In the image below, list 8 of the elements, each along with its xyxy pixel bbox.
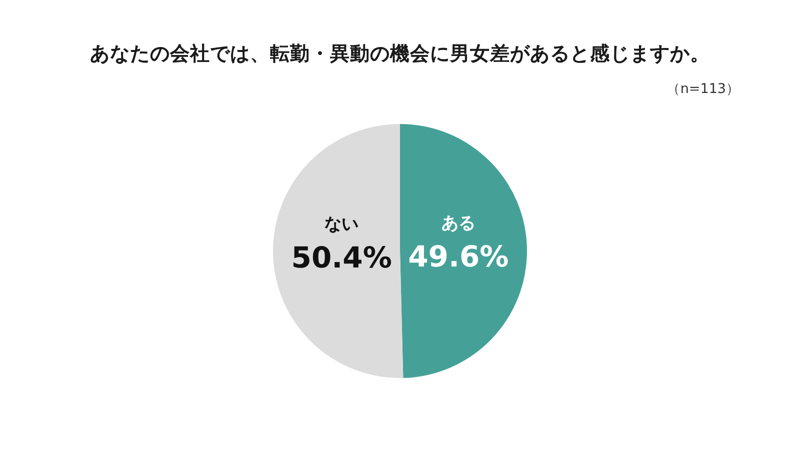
slice-label: ある (441, 213, 476, 234)
data-label: 50.4% (291, 240, 392, 275)
chart-title: あなたの会社では、転勤・異動の機会に男女差があると感じますか。 (90, 42, 710, 65)
data-label: 49.6% (408, 239, 509, 274)
pie-slice (273, 124, 404, 378)
pie-slice (400, 124, 527, 378)
slice-label: ない (324, 214, 359, 235)
text: （n=113） (666, 81, 740, 97)
